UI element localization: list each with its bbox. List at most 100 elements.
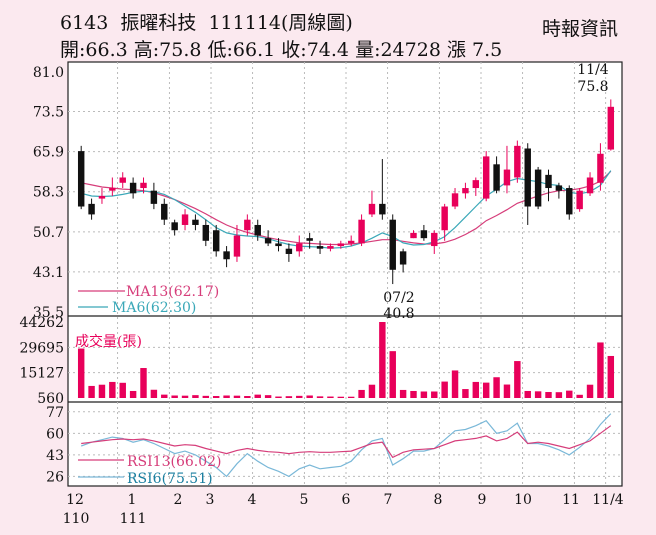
candle-body: [202, 224, 210, 241]
price-tick-label: 81.0: [33, 65, 64, 81]
candle-body: [223, 251, 230, 260]
volume-bar: [441, 381, 448, 398]
rsi-tick-label: 26: [46, 469, 64, 485]
price-tick-label: 65.9: [33, 145, 64, 161]
candle-body: [275, 243, 282, 247]
candle-body: [451, 193, 459, 207]
high-value-annotation: 75.8: [577, 79, 608, 95]
x-tick-label: 12: [66, 492, 84, 508]
candle-body: [212, 230, 220, 252]
candle-body: [119, 177, 126, 183]
x-tick-label: 1: [128, 492, 137, 508]
volume-bar: [607, 355, 615, 398]
candle-body: [566, 188, 573, 215]
volume-bar: [264, 395, 272, 398]
volume-bar: [223, 395, 230, 398]
volume-bar: [306, 395, 313, 398]
low-value-annotation: 40.8: [383, 306, 414, 322]
volume-bar: [379, 322, 386, 398]
volume-bar: [431, 391, 438, 398]
candle-body: [597, 153, 604, 183]
candle-body: [576, 190, 583, 210]
publisher-label: 時報資訊: [541, 18, 618, 40]
candle-body: [389, 219, 396, 270]
candle-body: [534, 169, 542, 207]
volume-bar: [109, 381, 116, 398]
volume-tick-label: 29695: [19, 340, 64, 356]
x-tick-label: 8: [434, 492, 443, 508]
close-value: 收:74.4: [281, 39, 350, 61]
candle-body: [129, 182, 137, 194]
volume-bar: [275, 396, 282, 398]
candle-body: [493, 164, 500, 191]
year-label: 110: [63, 511, 90, 527]
volume-bar: [566, 390, 573, 398]
volume-bar: [285, 396, 293, 398]
candle-body: [431, 232, 438, 247]
volume-bar: [462, 389, 469, 398]
volume-bar: [524, 390, 531, 398]
candle-body: [296, 243, 303, 252]
price-tick-label: 43.1: [33, 265, 64, 281]
volume-bar: [472, 381, 480, 398]
volume-bar: [98, 384, 106, 398]
volume-tick-label: 44262: [19, 315, 64, 331]
volume-bar: [503, 384, 511, 398]
candle-body: [98, 195, 106, 199]
x-tick-label: 10: [514, 492, 532, 508]
low-value: 低:66.1: [207, 39, 276, 61]
candle-body: [462, 188, 469, 194]
volume-bar: [129, 390, 137, 398]
volume-bar: [296, 395, 303, 398]
ma6-line: [81, 170, 612, 249]
candle-body: [181, 214, 189, 225]
price-tick-label: 73.5: [33, 105, 64, 121]
volume-bar: [451, 370, 459, 398]
volume-bar: [545, 392, 552, 398]
stock-name: 振曜科技: [120, 12, 197, 34]
candle-body: [171, 222, 178, 231]
volume-bar: [140, 368, 147, 398]
volume-bar: [244, 396, 251, 398]
volume-bar: [181, 395, 189, 398]
candle-body: [140, 182, 147, 189]
candle-body: [316, 246, 324, 249]
candle-body: [379, 203, 386, 215]
candle-body: [244, 219, 251, 231]
candle-body: [161, 203, 168, 220]
volume-bar: [576, 394, 583, 398]
rsi-tick-label: 43: [46, 448, 64, 464]
rsi-tick-label: 60: [46, 426, 64, 442]
x-tick-label: 2: [174, 492, 183, 508]
volume-bar: [171, 395, 178, 398]
volume-bar: [482, 382, 490, 398]
candle-body: [150, 190, 158, 204]
candle-body: [233, 235, 241, 257]
open-value: 開:66.3: [60, 39, 128, 61]
candle-body: [524, 148, 531, 207]
candle-body: [192, 219, 199, 225]
volume-bar: [420, 391, 428, 398]
volume-bar: [597, 342, 604, 398]
volume-bar: [77, 348, 85, 398]
candle-body: [410, 232, 417, 239]
candle-body: [77, 151, 85, 207]
date-code: 111114(周線圖): [208, 12, 353, 34]
candle-body: [545, 174, 552, 189]
volume-bar: [150, 389, 158, 398]
volume-bar: [337, 396, 345, 398]
price-tick-label: 50.7: [33, 225, 64, 241]
candle-body: [555, 185, 563, 191]
candle-body: [327, 246, 334, 249]
candle-body: [441, 206, 448, 231]
volume-bar: [399, 389, 407, 398]
volume-bar: [586, 384, 594, 398]
candle-body: [514, 145, 521, 178]
candle-body: [586, 177, 594, 194]
x-tick-label: 11: [562, 492, 580, 508]
volume-title: 成交量(張): [75, 333, 142, 350]
volume-bar: [202, 395, 210, 398]
price-tick-label: 35.5: [33, 305, 64, 321]
ma13-line: [81, 170, 612, 246]
